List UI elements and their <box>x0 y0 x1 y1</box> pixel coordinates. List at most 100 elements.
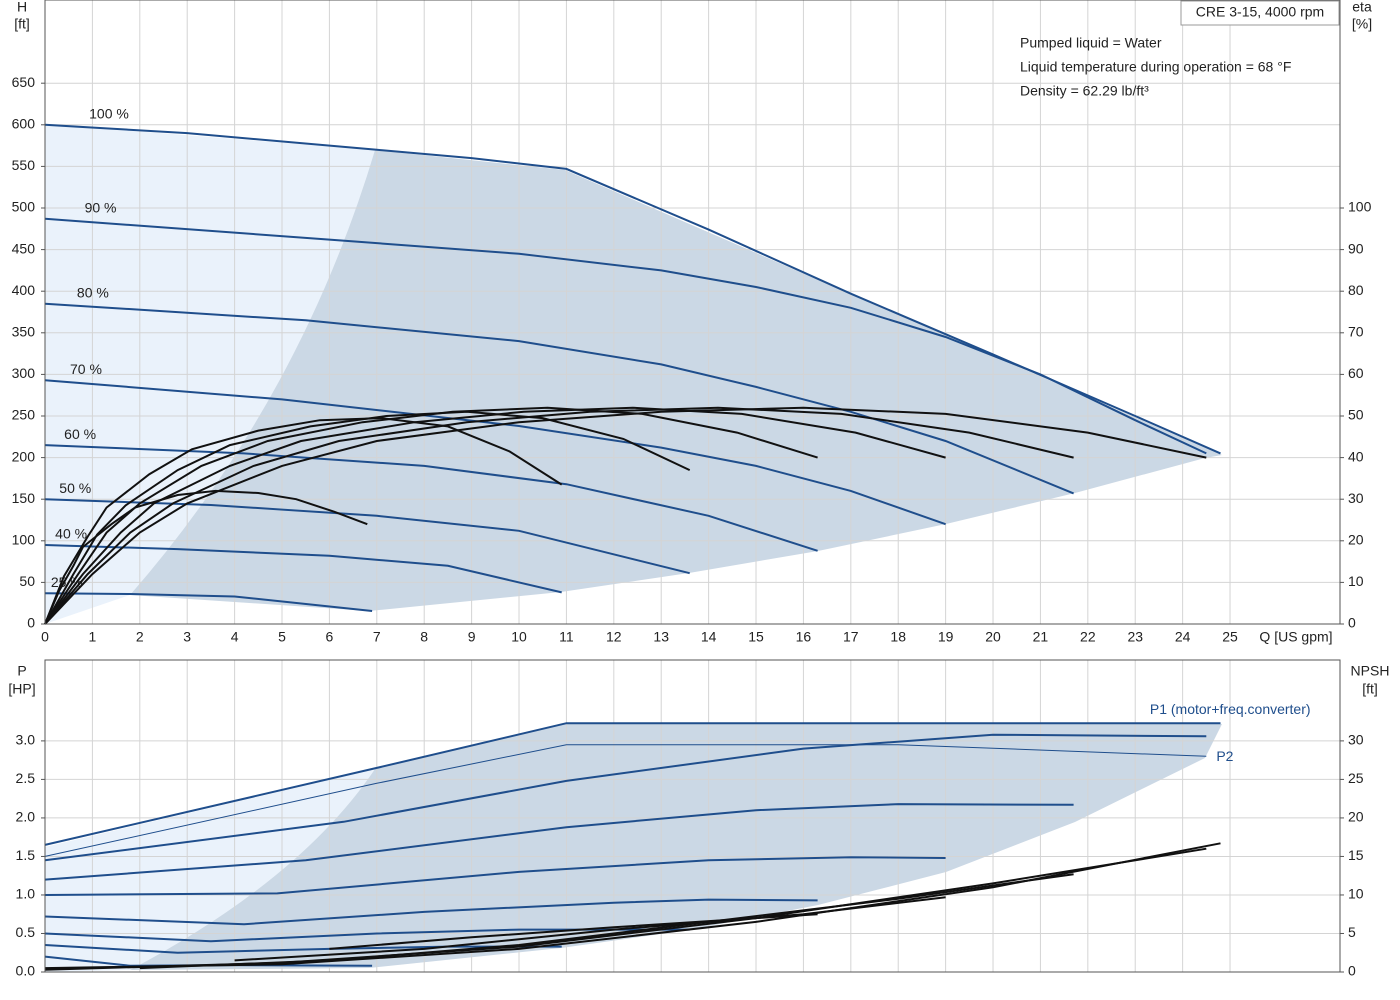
y2-tick-label: 15 <box>1348 847 1364 863</box>
chart-title: CRE 3-15, 4000 rpm <box>1196 4 1324 20</box>
annotation: Density = 62.29 lb/ft³ <box>1020 83 1149 99</box>
y-tick-label: 400 <box>12 282 36 298</box>
curve <box>44 217 1207 455</box>
y2-axis-unit: [ft] <box>1362 681 1378 697</box>
y-tick-label: 3.0 <box>16 732 36 748</box>
y-tick-label: 300 <box>12 365 36 381</box>
x-axis-label: Q [US gpm] <box>1259 629 1332 645</box>
curve <box>139 873 1074 970</box>
title-box <box>1180 0 1340 26</box>
y2-tick-label: 30 <box>1348 732 1364 748</box>
curve <box>44 379 946 526</box>
y-tick-label: 1.0 <box>16 886 36 902</box>
y2-tick-label: 25 <box>1348 770 1364 786</box>
y2-tick-label: 100 <box>1348 199 1372 215</box>
y2-tick-label: 5 <box>1348 924 1356 940</box>
y-tick-label: 0 <box>27 615 35 631</box>
curve <box>234 896 946 962</box>
curve <box>44 744 1207 857</box>
y2-tick-label: 20 <box>1348 532 1364 548</box>
curve <box>44 417 563 625</box>
y-axis-label: P <box>17 663 26 679</box>
x-tick-label: 2 <box>136 629 144 645</box>
y-tick-label: 100 <box>12 532 36 548</box>
x-tick-label: 25 <box>1222 629 1238 645</box>
curve <box>44 410 691 625</box>
series-label: P2 <box>1216 748 1233 764</box>
x-tick-label: 24 <box>1175 629 1191 645</box>
curve <box>44 856 946 896</box>
curve <box>44 489 368 625</box>
y2-tick-label: 40 <box>1348 448 1364 464</box>
annotation: Pumped liquid = Water <box>1020 35 1162 51</box>
y2-tick-label: 90 <box>1348 240 1364 256</box>
y2-tick-label: 10 <box>1348 573 1364 589</box>
plot-frame <box>44 0 1341 625</box>
speed-label: 40 % <box>55 526 87 542</box>
x-tick-label: 4 <box>231 629 239 645</box>
y-tick-label: 2.5 <box>16 770 36 786</box>
y-tick-label: 2.0 <box>16 809 36 825</box>
light-region <box>45 769 375 972</box>
y-tick-label: 0.5 <box>16 924 36 940</box>
curve <box>44 406 946 625</box>
curve <box>44 803 1074 881</box>
curve <box>44 406 818 625</box>
y2-tick-label: 0 <box>1348 615 1356 631</box>
speed-label: 50 % <box>59 480 91 496</box>
x-tick-label: 0 <box>41 629 49 645</box>
x-tick-label: 21 <box>1033 629 1049 645</box>
curve <box>44 733 1207 862</box>
y-tick-label: 50 <box>19 573 35 589</box>
speed-label: 70 % <box>70 361 102 377</box>
y-tick-label: 250 <box>12 407 36 423</box>
y-tick-label: 150 <box>12 490 36 506</box>
y2-tick-label: 10 <box>1348 886 1364 902</box>
x-tick-label: 18 <box>890 629 906 645</box>
y2-tick-label: 30 <box>1348 490 1364 506</box>
curve <box>329 913 818 950</box>
speed-label: 60 % <box>64 426 96 442</box>
x-tick-label: 23 <box>1127 629 1143 645</box>
y2-tick-label: 80 <box>1348 282 1364 298</box>
y-tick-label: 0.0 <box>16 963 36 979</box>
x-tick-label: 14 <box>701 629 717 645</box>
y-axis-label: H <box>17 0 27 15</box>
y-tick-label: 450 <box>12 240 36 256</box>
series-label: P1 (motor+freq.converter) <box>1150 701 1311 717</box>
x-tick-label: 8 <box>420 629 428 645</box>
speed-label: 100 % <box>89 106 129 122</box>
y-tick-label: 550 <box>12 157 36 173</box>
x-tick-label: 20 <box>985 629 1001 645</box>
y-tick-label: 200 <box>12 448 36 464</box>
y-tick-label: 500 <box>12 199 36 215</box>
y-axis-unit: [ft] <box>14 16 30 32</box>
x-tick-label: 10 <box>511 629 527 645</box>
y2-axis-unit: [%] <box>1352 16 1372 32</box>
x-tick-label: 9 <box>468 629 476 645</box>
y2-tick-label: 70 <box>1348 324 1364 340</box>
y2-tick-label: 60 <box>1348 365 1364 381</box>
x-tick-label: 22 <box>1080 629 1096 645</box>
curve <box>44 406 1207 625</box>
y2-axis-label: NPSH <box>1351 663 1390 679</box>
operating-region <box>130 724 1222 970</box>
x-tick-label: 11 <box>559 629 574 645</box>
speed-label: 90 % <box>85 200 117 216</box>
x-tick-label: 12 <box>606 629 622 645</box>
x-tick-label: 7 <box>373 629 381 645</box>
x-tick-label: 15 <box>748 629 764 645</box>
curve <box>44 592 373 612</box>
plot-frame <box>44 659 1341 973</box>
annotation: Liquid temperature during operation = 68… <box>1020 59 1291 75</box>
y-axis-unit: [HP] <box>8 681 35 697</box>
x-tick-label: 1 <box>89 629 97 645</box>
x-tick-label: 13 <box>653 629 669 645</box>
operating-region <box>130 150 1222 611</box>
y2-tick-label: 20 <box>1348 809 1364 825</box>
y-tick-label: 350 <box>12 324 36 340</box>
curve <box>44 406 1074 625</box>
x-tick-label: 17 <box>843 629 859 645</box>
y2-tick-label: 0 <box>1348 963 1356 979</box>
